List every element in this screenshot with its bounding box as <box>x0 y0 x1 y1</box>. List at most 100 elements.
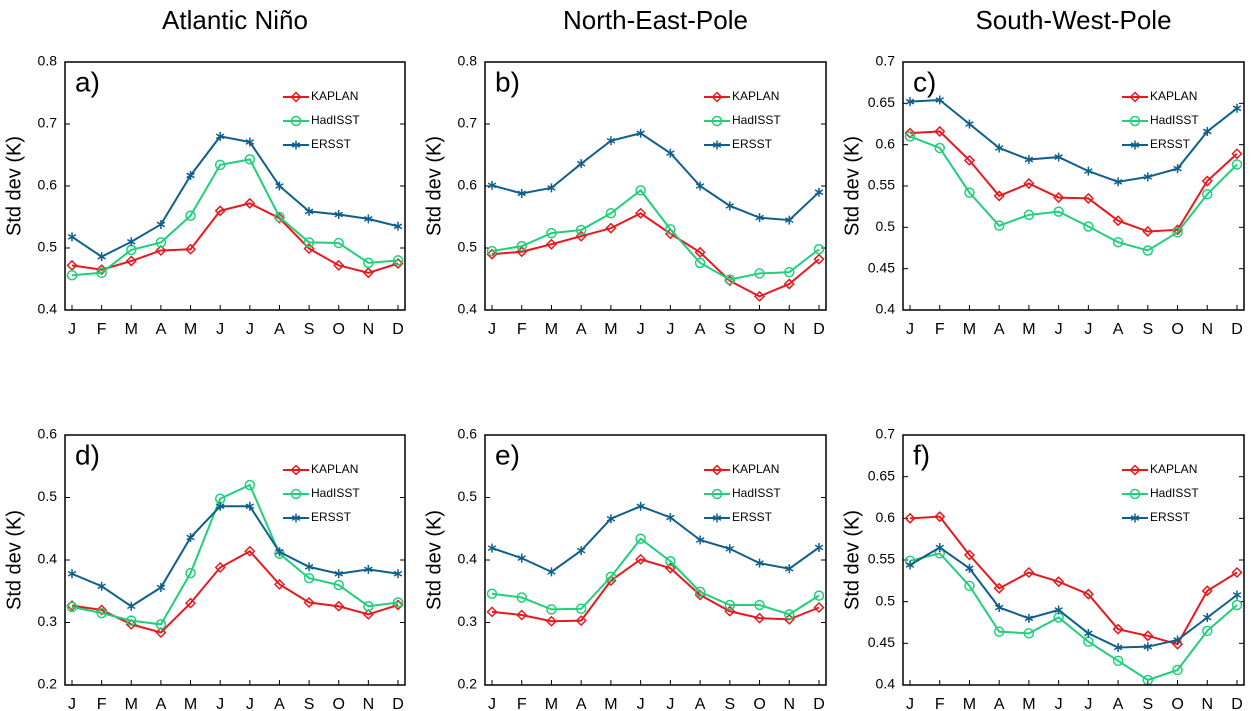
panel: Std dev (K) 0.4 0.45 0.5 0.55 0.6 0.65 0.7 J F M A M… <box>841 426 1245 711</box>
marker-diamond <box>664 562 676 574</box>
marker-diamond <box>934 511 946 523</box>
marker-asterisk <box>905 97 915 107</box>
marker-diamond <box>184 597 197 609</box>
marker-asterisk <box>1113 643 1123 652</box>
y-tick-label: 0.4 <box>38 551 58 567</box>
series-line <box>909 99 1238 183</box>
marker-asterisk <box>965 563 974 573</box>
x-tick-label: J <box>1055 321 1063 338</box>
y-tick-label: 0.45 <box>868 259 895 275</box>
x-tick-label: D <box>392 696 404 711</box>
x-tick-label: M <box>545 696 558 711</box>
marker-diamond <box>184 243 197 255</box>
series-line <box>71 135 399 258</box>
marker-diamond <box>1112 215 1124 227</box>
legend-marker <box>711 115 723 127</box>
legend-marker <box>1129 464 1141 476</box>
x-tick-label: A <box>1113 696 1124 711</box>
marker-circle <box>486 588 498 599</box>
marker-asterisk <box>695 535 705 545</box>
y-tick-label: 0.3 <box>38 613 58 629</box>
marker-asterisk <box>215 131 225 141</box>
marker-diamond <box>214 561 226 574</box>
marker-asterisk <box>965 119 974 129</box>
marker-diamond <box>155 626 167 639</box>
marker-asterisk <box>67 232 77 242</box>
series-line <box>491 558 820 623</box>
series-line <box>909 135 1238 252</box>
legend-label: ERSST <box>311 510 352 524</box>
x-tick-label: D <box>813 321 825 338</box>
marker-asterisk <box>785 564 794 574</box>
x-tick-label: N <box>783 696 795 711</box>
marker-circle <box>1023 209 1035 221</box>
marker-asterisk <box>725 201 735 211</box>
marker-diamond <box>96 264 108 276</box>
marker-circle <box>934 142 945 154</box>
marker-asterisk <box>1113 177 1123 187</box>
marker-circle <box>185 210 196 222</box>
marker-circle <box>1231 599 1243 611</box>
x-tick-label: N <box>1201 321 1213 338</box>
marker-circle <box>516 240 527 252</box>
x-tick-label: D <box>1231 321 1243 338</box>
x-tick-label: N <box>1201 696 1213 711</box>
marker-diamond <box>1231 566 1243 579</box>
x-tick-label: F <box>935 321 945 338</box>
marker-asterisk <box>576 546 586 556</box>
x-tick-label: J <box>906 696 914 711</box>
legend-label: HadISST <box>732 486 781 500</box>
marker-circle <box>516 592 527 603</box>
marker-circle <box>392 255 404 266</box>
y-tick-label: 0.8 <box>458 53 478 69</box>
panel-label: b) <box>495 66 520 97</box>
marker-circle <box>635 533 646 544</box>
x-tick-label: O <box>753 321 765 338</box>
x-tick-label: F <box>97 696 107 711</box>
marker-asterisk <box>364 564 373 574</box>
y-tick-label: 0.6 <box>458 426 478 442</box>
y-tick-label: 0.5 <box>38 488 58 504</box>
x-tick-label: S <box>724 696 735 711</box>
marker-diamond <box>333 600 345 612</box>
y-axis-label: Std dev (K) <box>423 136 445 236</box>
marker-diamond <box>904 127 916 139</box>
panel: Atlantic Niño Std dev (K) 0.4 0.5 0.6 0.7 0.8 J… <box>3 5 406 338</box>
marker-asterisk <box>1084 166 1093 176</box>
legend-marker <box>290 464 302 476</box>
plot-frame <box>902 434 1245 686</box>
panel-title: South-West-Pole <box>975 5 1171 35</box>
marker-asterisk <box>334 210 343 220</box>
legend-marker <box>1129 91 1141 103</box>
legend-marker <box>712 140 722 150</box>
legend-label: KAPLAN <box>732 89 779 103</box>
y-tick-label: 0.2 <box>458 676 478 692</box>
y-tick-label: 0.2 <box>38 676 58 692</box>
legend-marker <box>711 488 723 500</box>
series-line <box>909 515 1238 646</box>
marker-asterisk <box>1024 613 1034 623</box>
marker-diamond <box>753 290 766 302</box>
marker-asterisk <box>97 581 106 591</box>
marker-asterisk <box>275 547 284 557</box>
marker-circle <box>1112 655 1124 667</box>
x-tick-label: M <box>963 696 976 711</box>
x-tick-label: M <box>604 696 617 711</box>
marker-asterisk <box>1232 103 1242 113</box>
x-tick-label: O <box>1171 321 1183 338</box>
x-tick-label: F <box>97 321 107 338</box>
marker-asterisk <box>487 180 497 190</box>
marker-asterisk <box>994 603 1004 612</box>
legend-marker <box>1130 513 1140 523</box>
x-tick-label: A <box>994 321 1005 338</box>
marker-diamond <box>362 267 374 279</box>
plot-frame <box>64 434 406 686</box>
marker-circle <box>694 257 706 269</box>
marker-asterisk <box>1203 613 1212 622</box>
marker-asterisk <box>487 543 497 553</box>
y-tick-label: 0.5 <box>38 239 58 255</box>
x-tick-label: A <box>576 696 587 711</box>
marker-diamond <box>244 197 256 209</box>
marker-circle <box>575 603 587 614</box>
marker-circle <box>993 626 1005 637</box>
